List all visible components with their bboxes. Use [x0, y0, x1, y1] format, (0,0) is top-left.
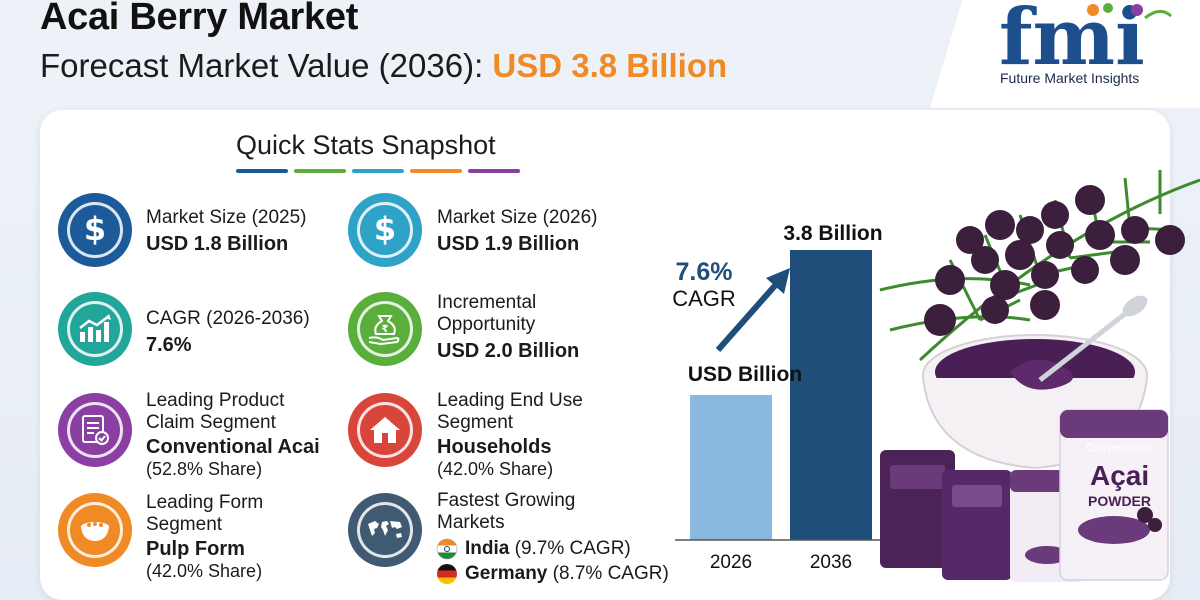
house-icon	[357, 402, 413, 458]
end-use-value: Households	[437, 436, 552, 458]
market-size-2025-value: USD 1.8 Billion	[146, 233, 289, 255]
market-size-2026-label: Market Size (2026)	[437, 207, 598, 228]
package-brand-label: Açai	[1090, 460, 1150, 491]
svg-text:$: $	[374, 213, 396, 247]
svg-text:₹: ₹	[382, 324, 389, 335]
end-use-stat: Leading End Use Segment Households (42.0…	[437, 390, 583, 480]
cagr-arrow-line	[715, 278, 783, 352]
dollar-icon: $	[67, 202, 123, 258]
svg-text:$: $	[84, 213, 106, 247]
world-map-icon	[357, 502, 413, 558]
acai-bowl-icon	[67, 502, 123, 558]
acai-berries	[924, 185, 1185, 336]
market-size-2026-badge: $	[348, 193, 422, 267]
logo-company-name: Future Market Insights	[1000, 70, 1140, 86]
market-size-2025-label: Market Size (2025)	[146, 207, 307, 228]
market-germany-name: Germany	[465, 563, 548, 584]
money-bag-hand-icon: ₹	[357, 301, 413, 357]
color-bar-3	[352, 169, 404, 173]
market-size-2026: Market Size (2026) USD 1.9 Billion	[437, 207, 598, 255]
cagr-value-label: 7.6%	[676, 258, 733, 286]
fmi-logo: fmi	[999, 0, 1173, 83]
product-claim-badge	[58, 393, 132, 467]
logo-letters: fmi	[999, 0, 1145, 83]
product-claim-value: Conventional Acai	[146, 436, 320, 458]
cagr-stat: CAGR (2026-2036) 7.6%	[146, 308, 310, 356]
dollar-icon: $	[357, 202, 413, 258]
growing-markets-badge	[348, 493, 422, 567]
acai-products-illustration	[879, 170, 1200, 582]
package-small-label: Conventional	[1086, 442, 1151, 454]
acai-packages	[880, 409, 1169, 582]
form-label-line2: Segment	[146, 514, 223, 535]
market-germany: Germany (8.7% CAGR)	[465, 563, 669, 585]
unit-label: USD Billion	[688, 363, 802, 386]
market-germany-cagr: (8.7% CAGR)	[552, 563, 669, 584]
cagr-text-label: CAGR	[672, 286, 736, 311]
product-claim-label-line2: Claim Segment	[146, 412, 276, 433]
germany-flag-icon	[437, 564, 457, 584]
form-share: (42.0% Share)	[146, 561, 263, 581]
market-value-bar-chart: 2026 2036 3.8 Billion USD Billion 7.6%CAGR	[672, 222, 885, 573]
market-india: India (9.7% CAGR)	[465, 538, 631, 560]
incremental-label-line2: Opportunity	[437, 314, 536, 335]
package-type-label: POWDER	[1088, 493, 1151, 509]
india-flag-icon	[436, 538, 458, 560]
growing-label-line1: Fastest Growing	[437, 490, 576, 511]
end-use-label-line2: Segment	[437, 412, 514, 433]
form-stat: Leading Form Segment Pulp Form (42.0% Sh…	[146, 492, 263, 582]
color-bar-1	[236, 169, 288, 173]
market-india-cagr: (9.7% CAGR)	[514, 538, 631, 559]
page-subtitle: Forecast Market Value (2036): USD 3.8 Bi…	[40, 47, 727, 85]
form-label-line1: Leading Form	[146, 492, 264, 513]
color-bar-5	[468, 169, 520, 173]
cagr-value: 7.6%	[146, 334, 192, 356]
form-value: Pulp Form	[146, 538, 245, 560]
incremental-label-line1: Incremental	[437, 292, 537, 313]
snapshot-color-bars	[236, 169, 520, 173]
subtitle-prefix: Forecast Market Value (2036):	[40, 47, 493, 84]
end-use-label-line1: Leading End Use	[437, 390, 583, 411]
growth-chart-icon	[67, 301, 123, 357]
subtitle-value: USD 3.8 Billion	[492, 47, 728, 84]
snapshot-title: Quick Stats Snapshot	[236, 130, 496, 160]
cagr-label: CAGR (2026-2036)	[146, 308, 310, 329]
product-claim-share: (52.8% Share)	[146, 459, 263, 479]
end-use-share: (42.0% Share)	[437, 459, 554, 479]
market-india-name: India	[465, 538, 510, 559]
color-bar-4	[410, 169, 462, 173]
growing-label-line2: Markets	[437, 512, 505, 533]
bar-2026	[690, 395, 772, 540]
incremental-value: USD 2.0 Billion	[437, 340, 580, 362]
product-claim-label-line1: Leading Product	[146, 390, 285, 411]
tick-label-2026: 2026	[710, 552, 752, 573]
market-size-2025-badge: $	[58, 193, 132, 267]
product-claim-stat: Leading Product Claim Segment Convention…	[146, 390, 320, 480]
tick-label-2036: 2036	[810, 552, 852, 573]
market-size-2025: Market Size (2025) USD 1.8 Billion	[146, 207, 307, 255]
cagr-badge	[58, 292, 132, 366]
checklist-icon	[67, 402, 123, 458]
end-use-badge	[348, 393, 422, 467]
growing-markets-stat: Fastest Growing Markets	[437, 490, 575, 534]
logo-background	[930, 0, 1200, 108]
bar-2036	[790, 250, 872, 540]
color-bar-2	[294, 169, 346, 173]
incremental-stat: Incremental Opportunity USD 2.0 Billion	[437, 292, 579, 362]
market-size-2026-value: USD 1.9 Billion	[437, 233, 580, 255]
incremental-badge: ₹	[348, 292, 422, 366]
data-label-2036: 3.8 Billion	[783, 222, 882, 245]
page-title: Acai Berry Market	[40, 0, 359, 38]
form-badge	[58, 493, 132, 567]
cagr-arrow-head	[766, 268, 790, 294]
